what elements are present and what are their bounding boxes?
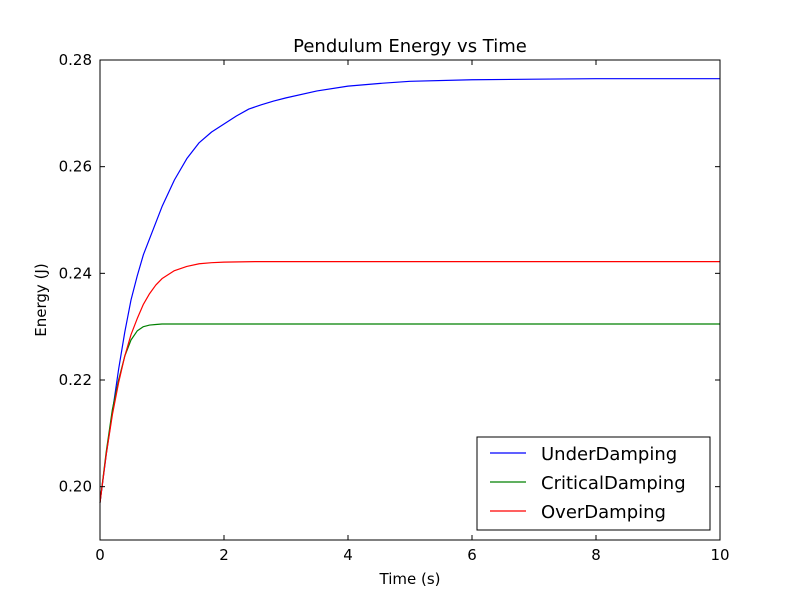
legend-label-criticaldamping: CriticalDamping — [541, 473, 686, 494]
y-tick-label: 0.20 — [59, 478, 92, 496]
chart-title: Pendulum Energy vs Time — [293, 36, 527, 57]
series-layer — [99, 78, 720, 503]
ticks-layer: 0 2 4 6 8 10 0.20 0.22 0.24 0.26 0.28 — [59, 51, 730, 564]
y-tick-label: 0.28 — [59, 51, 92, 69]
series-line-underdamping — [99, 78, 720, 503]
legend-entry-criticaldamping: CriticalDamping — [490, 473, 686, 494]
legend: UnderDamping CriticalDamping OverDamping — [476, 436, 711, 531]
legend-label-overdamping: OverDamping — [541, 502, 666, 523]
x-tick-label: 2 — [219, 546, 229, 564]
y-tick-label: 0.26 — [59, 158, 92, 176]
y-tick-label: 0.24 — [59, 264, 92, 282]
legend-label-underdamping: UnderDamping — [541, 444, 677, 465]
x-tick-label: 10 — [710, 546, 729, 564]
x-tick-label: 6 — [467, 546, 477, 564]
series-line-overdamping — [99, 261, 720, 503]
y-tick-label: 0.22 — [59, 371, 92, 389]
x-tick-label: 8 — [591, 546, 601, 564]
x-tick-label: 0 — [95, 546, 105, 564]
y-axis-label: Energy (J) — [32, 263, 50, 336]
legend-entry-overdamping: OverDamping — [490, 502, 666, 523]
x-tick-label: 4 — [343, 546, 353, 564]
legend-entry-underdamping: UnderDamping — [490, 444, 677, 465]
plot-frame — [99, 59, 721, 541]
x-axis-label: Time (s) — [379, 570, 441, 588]
